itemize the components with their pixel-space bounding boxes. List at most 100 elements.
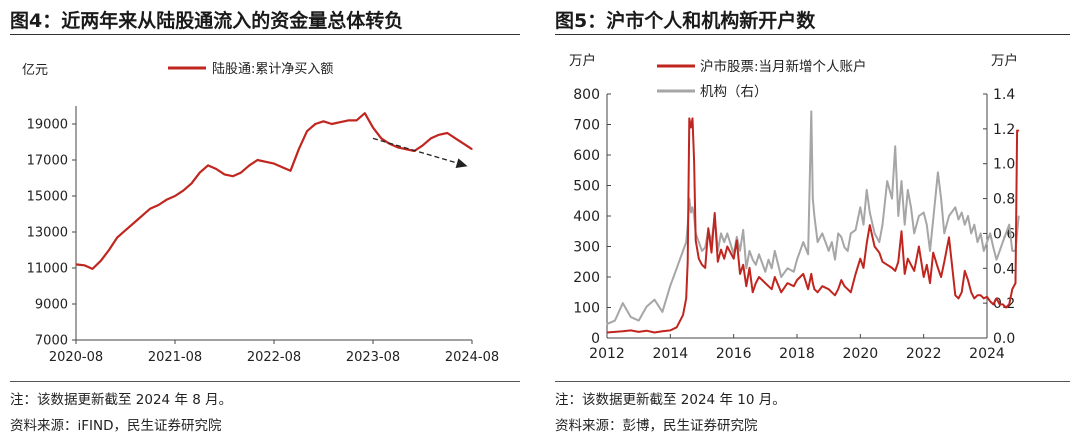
data-point <box>190 182 193 184</box>
right-bottom-rule <box>555 381 1070 382</box>
data-point-institution <box>954 206 956 208</box>
data-point-individual <box>980 294 982 296</box>
y-right-tick-label: 0.0 <box>993 331 1015 347</box>
data-point-institution <box>869 211 871 214</box>
data-point-individual <box>688 117 690 119</box>
data-point-institution <box>831 241 833 243</box>
data-point-institution <box>834 258 836 261</box>
x-tick-label: 2020 <box>843 346 879 362</box>
data-point-institution <box>910 206 912 208</box>
data-point-individual <box>943 261 945 263</box>
data-point-individual <box>707 227 709 229</box>
data-point-institution <box>736 236 738 238</box>
data-point-individual <box>923 276 925 278</box>
data-point-institution <box>622 302 624 304</box>
data-point-individual <box>891 267 893 269</box>
data-point-individual <box>976 294 979 296</box>
data-point-individual <box>954 294 956 296</box>
data-point-institution <box>980 232 982 235</box>
data-point-individual <box>970 291 972 293</box>
data-point-individual <box>1011 288 1013 290</box>
data-point-individual <box>802 273 804 275</box>
data-point <box>248 164 250 166</box>
data-point-individual <box>606 331 608 334</box>
data-point-institution <box>881 224 884 226</box>
data-point-individual <box>989 300 991 302</box>
data-point-individual <box>834 294 836 296</box>
left-bottom-rule <box>10 381 520 382</box>
data-point-individual <box>992 303 994 306</box>
data-point-individual <box>733 258 735 260</box>
x-tick-label: 2014 <box>653 346 689 362</box>
data-point <box>256 159 259 161</box>
data-point <box>306 130 308 132</box>
data-point-institution <box>894 145 896 147</box>
data-point-institution <box>645 306 648 308</box>
data-point-institution <box>676 267 678 269</box>
data-point-institution <box>828 250 830 252</box>
data-point-individual <box>810 273 812 275</box>
data-point-individual <box>622 330 624 332</box>
data-point-institution <box>923 211 925 214</box>
x-tick-label: 2021-08 <box>148 350 202 365</box>
data-point-individual <box>881 261 884 263</box>
data-point-individual <box>685 297 687 299</box>
data-point-institution <box>918 215 920 217</box>
data-point <box>199 172 201 174</box>
left-note: 注：该数据更新截至 2024 年 8 月。 <box>10 392 233 408</box>
data-point <box>322 120 325 122</box>
data-point-individual <box>967 279 969 281</box>
data-point-individual <box>786 282 789 284</box>
data-point-institution <box>973 224 975 226</box>
data-point-institution <box>929 250 931 252</box>
y-tick-label: 15000 <box>27 190 68 205</box>
data-point <box>446 132 448 134</box>
data-point-individual <box>742 264 744 266</box>
data-point-institution <box>630 316 632 318</box>
data-point-institution <box>866 189 868 191</box>
legend-label-northbound: 陆股通:累计净买入额 <box>212 61 333 77</box>
trend-arrow-line <box>372 137 462 165</box>
x-tick-label: 2022-08 <box>247 350 301 365</box>
data-point-institution <box>891 197 893 200</box>
data-point-individual <box>986 296 988 298</box>
data-point-individual <box>793 285 795 287</box>
data-point-institution <box>837 232 839 235</box>
data-point-individual <box>850 291 852 293</box>
data-point-individual <box>736 239 738 241</box>
data-point-individual <box>698 258 700 260</box>
data-point-institution <box>614 319 616 322</box>
data-point <box>133 222 135 224</box>
data-point-individual <box>661 330 664 332</box>
data-point-individual <box>726 245 728 248</box>
data-point-institution <box>701 250 703 252</box>
data-point-individual <box>767 285 770 287</box>
data-point-institution <box>685 241 687 243</box>
legend-label-individual: 沪市股票:当月新增个人账户 <box>700 58 867 75</box>
data-point-institution <box>723 241 725 243</box>
data-point-institution <box>999 250 1001 252</box>
data-point-individual <box>755 282 757 284</box>
data-point-institution <box>854 229 857 231</box>
data-point-individual <box>926 264 928 266</box>
data-point <box>372 127 374 129</box>
data-point <box>339 121 341 123</box>
right-figure-panel: 图5：沪市个人和机构新开户数 万户 万户 0 100 200 300 400 500 600 70… <box>545 0 1080 442</box>
data-point <box>83 264 85 266</box>
data-point-individual <box>961 291 963 293</box>
data-point-institution <box>948 215 950 217</box>
y-left-tick-label: 300 <box>573 240 600 256</box>
data-point <box>207 164 209 166</box>
data-point-individual <box>907 258 909 260</box>
y-left-tick-label: 600 <box>573 148 600 164</box>
data-point-individual <box>937 267 939 269</box>
data-point-individual <box>940 276 942 278</box>
data-point-institution <box>682 250 684 252</box>
y-tick-label: 7000 <box>35 334 68 349</box>
data-point-institution <box>690 211 692 214</box>
data-point-individual <box>1016 130 1018 132</box>
data-point-individual <box>862 267 865 269</box>
data-point-institution <box>992 246 994 248</box>
data-point-individual <box>983 297 985 299</box>
data-point <box>355 119 358 121</box>
